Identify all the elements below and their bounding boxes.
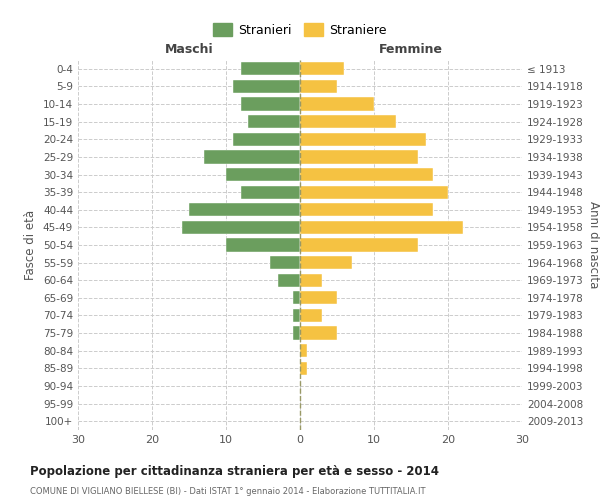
Bar — [300, 168, 433, 181]
Text: Popolazione per cittadinanza straniera per età e sesso - 2014: Popolazione per cittadinanza straniera p… — [30, 465, 439, 478]
Legend: Stranieri, Straniere: Stranieri, Straniere — [208, 18, 392, 42]
Bar — [293, 326, 300, 340]
Bar — [248, 115, 300, 128]
Bar — [241, 62, 300, 76]
Bar — [278, 274, 300, 287]
Bar — [300, 362, 307, 375]
Bar — [233, 80, 300, 93]
Bar — [300, 203, 433, 216]
Bar — [300, 62, 344, 76]
Bar — [293, 309, 300, 322]
Bar — [300, 98, 374, 110]
Bar — [226, 238, 300, 252]
Bar — [300, 256, 352, 269]
Bar — [182, 221, 300, 234]
Bar — [189, 203, 300, 216]
Bar — [300, 309, 322, 322]
Bar — [300, 221, 463, 234]
Bar — [300, 150, 418, 164]
Text: Femmine: Femmine — [379, 44, 443, 57]
Text: COMUNE DI VIGLIANO BIELLESE (BI) - Dati ISTAT 1° gennaio 2014 - Elaborazione TUT: COMUNE DI VIGLIANO BIELLESE (BI) - Dati … — [30, 488, 425, 496]
Bar — [300, 186, 448, 198]
Bar — [233, 132, 300, 146]
Bar — [271, 256, 300, 269]
Bar — [300, 238, 418, 252]
Bar — [300, 326, 337, 340]
Bar — [204, 150, 300, 164]
Y-axis label: Fasce di età: Fasce di età — [25, 210, 37, 280]
Bar — [241, 186, 300, 198]
Bar — [300, 132, 426, 146]
Bar — [300, 291, 337, 304]
Bar — [300, 274, 322, 287]
Bar — [241, 98, 300, 110]
Bar — [300, 344, 307, 358]
Bar — [300, 80, 337, 93]
Y-axis label: Anni di nascita: Anni di nascita — [587, 202, 600, 288]
Bar — [226, 168, 300, 181]
Bar — [300, 115, 396, 128]
Bar — [293, 291, 300, 304]
Text: Maschi: Maschi — [164, 44, 214, 57]
